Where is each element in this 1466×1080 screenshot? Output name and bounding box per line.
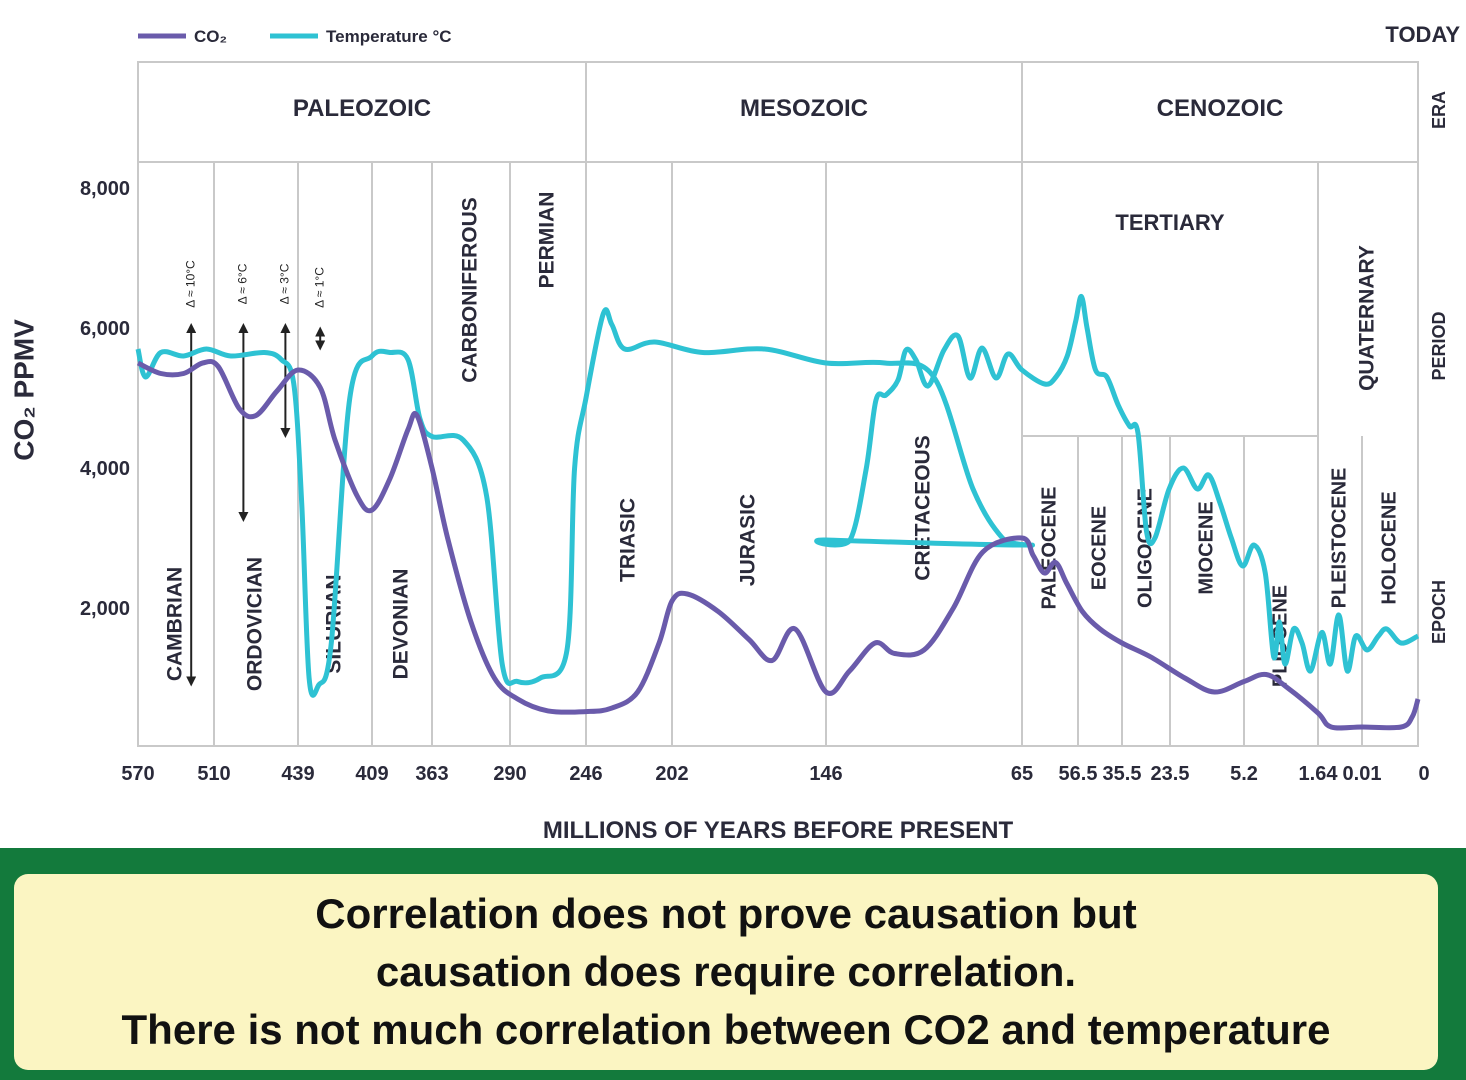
epoch-label: EOCENE <box>1088 506 1110 590</box>
y-axis-label: CO₂ PPMV <box>8 319 39 461</box>
temperature-delta-label: Δ ≈ 1°C <box>312 267 326 308</box>
period-label: JURASIC <box>737 494 760 586</box>
x-tick-label: 510 <box>197 763 230 785</box>
today-label: TODAY <box>1385 22 1460 47</box>
x-tick-label: 146 <box>809 763 842 785</box>
x-tick-label: 409 <box>355 763 388 785</box>
y-tick-label: 2,000 <box>80 598 130 620</box>
era-label: MESOZOIC <box>740 95 868 122</box>
caption-line-3: There is not much correlation between CO… <box>121 1006 1331 1053</box>
epoch-row-label: EPOCH <box>1429 580 1449 644</box>
era-row-label: ERA <box>1429 91 1449 129</box>
epoch-label: PLEISTOCENE <box>1328 468 1350 609</box>
era-label: CENOZOIC <box>1157 95 1284 122</box>
x-tick-label: 65 <box>1011 763 1033 785</box>
period-label: DEVONIAN <box>390 569 413 680</box>
y-tick-label: 6,000 <box>80 318 130 340</box>
x-axis-label: MILLIONS OF YEARS BEFORE PRESENT <box>543 817 1014 844</box>
epoch-label: OLIGOCENE <box>1134 488 1156 608</box>
period-label: CARBONIFEROUS <box>459 197 482 383</box>
x-tick-label: 363 <box>415 763 448 785</box>
plot-frame <box>137 61 1419 747</box>
x-tick-label: 570 <box>121 763 154 785</box>
x-tick-label: 439 <box>281 763 314 785</box>
caption-line-1: Correlation does not prove causation but <box>315 890 1137 937</box>
x-tick-label: 0.01 <box>1343 763 1382 785</box>
period-label: CAMBRIAN <box>164 567 187 681</box>
period-label: ORDOVICIAN <box>244 557 267 691</box>
x-tick-label: 35.5 <box>1103 763 1142 785</box>
temperature-delta-label: Δ ≈ 6°C <box>236 263 250 304</box>
period-label: TERTIARY <box>1115 210 1225 235</box>
period-row-label: PERIOD <box>1429 311 1449 380</box>
x-tick-label: 202 <box>655 763 688 785</box>
x-tick-label: 23.5 <box>1151 763 1190 785</box>
period-label: PERMIAN <box>536 192 559 289</box>
x-tick-label: 0 <box>1418 763 1429 785</box>
x-tick-label: 5.2 <box>1230 763 1258 785</box>
caption-box: Correlation does not prove causation but… <box>14 874 1438 1070</box>
x-tick-label: 56.5 <box>1059 763 1098 785</box>
caption-line-2: causation does require correlation. <box>375 948 1077 995</box>
epoch-label: PALEOCENE <box>1038 487 1060 610</box>
x-tick-label: 290 <box>493 763 526 785</box>
epoch-label: HOLOCENE <box>1378 491 1400 604</box>
y-tick-label: 8,000 <box>80 178 130 200</box>
period-label: CRETACEOUS <box>912 435 935 580</box>
x-tick-label: 1.64 <box>1299 763 1339 785</box>
period-label: QUATERNARY <box>1356 245 1379 391</box>
era-label: PALEOZOIC <box>293 95 431 122</box>
temperature-delta-label: Δ ≈ 3°C <box>278 263 292 304</box>
legend-temp-label: Temperature °C <box>326 27 452 46</box>
temperature-delta-label: Δ ≈ 10°C <box>183 260 197 308</box>
x-tick-label: 246 <box>569 763 602 785</box>
co2-series-line <box>136 358 1421 731</box>
period-label: TRIASIC <box>617 498 640 582</box>
y-tick-label: 4,000 <box>80 458 130 480</box>
temperature-series-line <box>135 293 1420 698</box>
geologic-co2-temperature-chart: PALEOZOIC MESOZOIC CENOZOIC CAMBRIAN ORDOVIC… <box>8 22 1460 844</box>
legend-co2-label: CO₂ <box>194 27 227 46</box>
epoch-label: MIOCENE <box>1195 501 1217 594</box>
